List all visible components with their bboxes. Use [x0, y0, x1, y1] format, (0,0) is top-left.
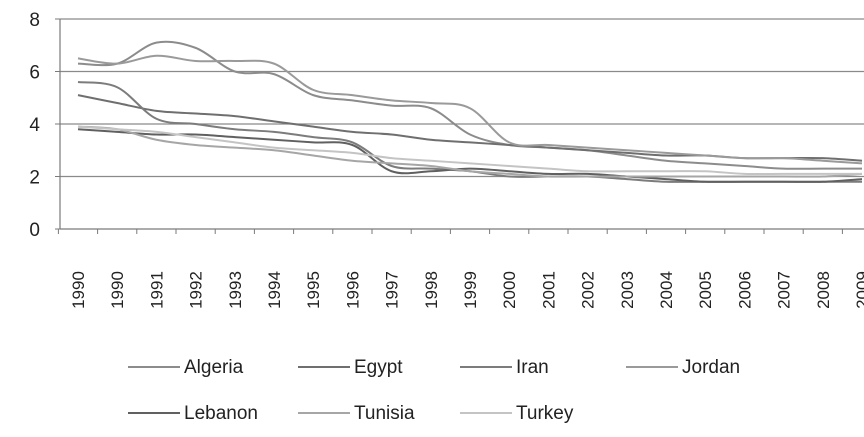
x-tick-label: 2005 [696, 271, 715, 309]
y-tick-label: 4 [29, 115, 40, 136]
x-tick-label: 1996 [343, 271, 362, 309]
legend-item-algeria: Algeria [128, 357, 244, 378]
legend-item-lebanon: Lebanon [128, 403, 258, 424]
legend-item-turkey: Turkey [460, 403, 574, 424]
x-tick-labels: 1990 1990 1991 1992 1993 1994 1995 1996 1997 1998… [69, 271, 864, 309]
legend-label: Algeria [184, 357, 244, 378]
series-line-jordan [77, 54, 863, 165]
x-tick-label: 1990 [108, 271, 127, 309]
legend-label: Tunisia [354, 403, 415, 424]
x-tick-label: 2000 [500, 271, 519, 309]
x-tick-label: 2003 [618, 271, 637, 309]
y-tick-label: 2 [29, 168, 40, 189]
y-tick-label: 8 [29, 10, 40, 31]
y-tick-labels: 0 2 4 6 8 [29, 10, 40, 241]
x-tick-label: 1993 [226, 271, 245, 309]
legend-label: Egypt [354, 357, 403, 378]
legend-label: Jordan [682, 357, 740, 378]
x-tick-label: 2004 [657, 271, 676, 309]
x-tick-label: 2001 [539, 271, 558, 309]
x-tick-label: 1994 [265, 271, 284, 309]
series-line-algeria [77, 40, 862, 170]
x-tick-label: 2009 [853, 271, 864, 309]
series-lines [77, 40, 863, 183]
x-tick-label: 1995 [304, 271, 323, 309]
y-tick-label: 0 [29, 220, 40, 241]
x-tick-label: 2006 [735, 271, 754, 309]
legend-item-iran: Iran [460, 357, 549, 378]
legend-label: Lebanon [184, 403, 258, 424]
axes [55, 18, 864, 234]
legend-item-egypt: Egypt [298, 357, 403, 378]
legend-label: Turkey [516, 403, 574, 424]
legend-label: Iran [516, 357, 549, 378]
series-line-turkey [77, 125, 862, 176]
legend-item-jordan: Jordan [626, 357, 740, 378]
x-tick-label: 1999 [461, 271, 480, 309]
y-tick-label: 6 [29, 63, 40, 84]
x-tick-label: 1998 [422, 271, 441, 309]
x-tick-label: 1991 [147, 271, 166, 309]
series-line-tunisia [77, 125, 863, 178]
x-tick-label: 1992 [187, 271, 206, 309]
series-line-lebanon [77, 128, 863, 183]
x-tick-label: 2008 [814, 271, 833, 309]
legend: Algeria Egypt Iran Jordan Lebanon Tunisia Turk… [128, 357, 740, 424]
legend-item-tunisia: Tunisia [298, 403, 415, 424]
series-line-egypt [77, 94, 863, 162]
x-tick-label: 1997 [383, 271, 402, 309]
x-tick-label: 1990 [69, 271, 88, 309]
x-tick-label: 2007 [775, 271, 794, 309]
x-tick-label: 2002 [579, 271, 598, 309]
